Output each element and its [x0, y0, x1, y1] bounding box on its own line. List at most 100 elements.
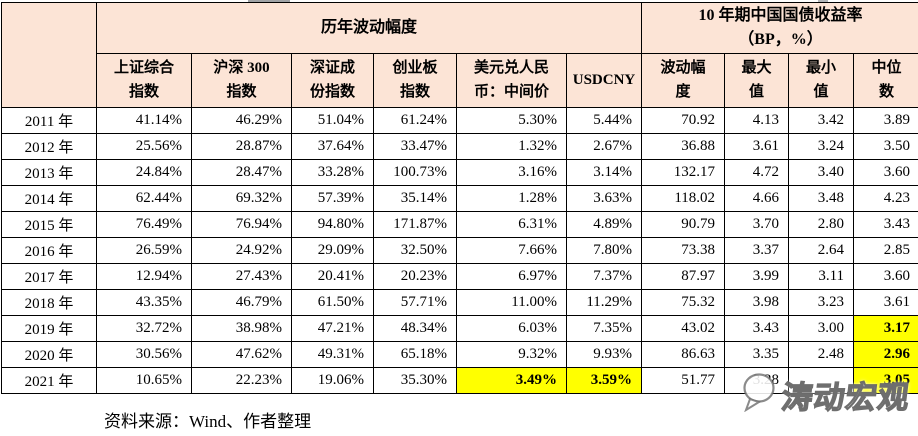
value-cell: 25.56%	[96, 133, 192, 160]
table-row: 2018 年 43.35% 46.79% 61.50% 57.71% 11.00% 11.2…	[1, 289, 918, 316]
value-cell: 7.66%	[456, 237, 567, 264]
value-cell: 2.96	[853, 341, 918, 368]
table-row: 2015 年 76.49% 76.94% 94.80% 171.87% 6.31% 4.89…	[1, 211, 918, 238]
year-cell: 2014 年	[1, 185, 97, 212]
value-cell: 3.35	[724, 341, 790, 368]
value-cell: 57.71%	[373, 289, 457, 316]
value-cell: 11.29%	[565, 289, 643, 316]
value-cell: 7.35%	[565, 315, 643, 342]
value-cell: 33.28%	[291, 159, 374, 186]
value-cell: 3.70	[724, 211, 790, 238]
value-cell: 132.17	[641, 159, 726, 186]
value-cell: 48.34%	[373, 315, 457, 342]
value-cell: 94.80%	[291, 211, 374, 238]
value-cell: 3.99	[724, 263, 790, 290]
value-cell: 11.00%	[456, 289, 567, 316]
year-cell: 2018 年	[1, 289, 97, 316]
value-cell: 20.41%	[291, 263, 374, 290]
value-cell: 6.31%	[456, 211, 567, 238]
value-cell: 27.43%	[191, 263, 292, 290]
value-cell: 33.47%	[373, 133, 457, 160]
col-header-szse-component: 深证成 份指数	[291, 53, 374, 108]
value-cell: 75.32	[641, 289, 726, 316]
value-cell: 46.29%	[191, 107, 292, 134]
table-row: 2021 年 10.65% 22.23% 19.06% 35.30% 3.49% 3.59%…	[1, 367, 918, 394]
value-cell: 3.24	[788, 133, 855, 160]
value-cell: 4.89%	[565, 211, 643, 238]
value-cell: 73.38	[641, 237, 726, 264]
value-cell: 86.63	[641, 341, 726, 368]
year-cell: 2011 年	[1, 107, 97, 134]
value-cell: 3.23	[788, 289, 855, 316]
value-cell: 46.79%	[191, 289, 292, 316]
value-cell: 3.43	[724, 315, 790, 342]
value-cell	[788, 367, 855, 394]
value-cell: 51.77	[641, 367, 726, 394]
value-cell: 3.50	[853, 133, 918, 160]
group-header-annual-volatility: 历年波动幅度	[95, 2, 643, 54]
value-cell: 3.43	[853, 211, 918, 238]
value-cell: 61.50%	[291, 289, 374, 316]
value-cell: 3.49%	[456, 367, 567, 394]
value-cell: 3.42	[788, 107, 855, 134]
table-row: 2011 年 41.14% 46.29% 51.04% 61.24% 5.30% 5.44%…	[1, 107, 918, 134]
value-cell: 6.03%	[456, 315, 567, 342]
col-header-usdcny: USDCNY	[565, 53, 643, 108]
volatility-bond-yield-table: 历年波动幅度 10 年期中国国债收益率 （BP，%） 上证综合 指数 沪深 30…	[1, 2, 918, 394]
value-cell: 2.67%	[565, 133, 643, 160]
value-cell: 4.23	[853, 185, 918, 212]
value-cell: 76.49%	[96, 211, 192, 238]
value-cell: 6.97%	[456, 263, 567, 290]
year-cell: 2012 年	[1, 133, 97, 160]
col-header-yield-min: 最小 值	[788, 53, 855, 108]
year-cell: 2017 年	[1, 263, 97, 290]
value-cell: 61.24%	[373, 107, 457, 134]
table-row: 2020 年 30.56% 47.62% 49.31% 65.18% 9.32% 9.93%…	[1, 341, 918, 368]
value-cell: 87.97	[641, 263, 726, 290]
value-cell: 62.44%	[96, 185, 192, 212]
year-cell: 2020 年	[1, 341, 97, 368]
value-cell: 3.60	[853, 263, 918, 290]
value-cell: 100.73%	[373, 159, 457, 186]
value-cell: 3.17	[853, 315, 918, 342]
table-row: 2017 年 12.94% 27.43% 20.41% 20.23% 6.97% 7.37%…	[1, 263, 918, 290]
table-row: 2016 年 26.59% 24.92% 29.09% 32.50% 7.66% 7.80%…	[1, 237, 918, 264]
value-cell: 3.16%	[456, 159, 567, 186]
value-cell: 9.93%	[565, 341, 643, 368]
value-cell: 38.98%	[191, 315, 292, 342]
value-cell: 35.30%	[373, 367, 457, 394]
col-header-yield-volatility: 波动幅 度	[641, 53, 726, 108]
value-cell: 5.30%	[456, 107, 567, 134]
year-cell: 2021 年	[1, 367, 97, 394]
value-cell: 2.80	[788, 211, 855, 238]
year-cell: 2013 年	[1, 159, 97, 186]
value-cell: 43.35%	[96, 289, 192, 316]
value-cell: 76.94%	[191, 211, 292, 238]
value-cell: 32.72%	[96, 315, 192, 342]
value-cell: 7.37%	[565, 263, 643, 290]
value-cell: 47.62%	[191, 341, 292, 368]
group-header-cgb-yield: 10 年期中国国债收益率 （BP，%）	[641, 2, 918, 54]
value-cell: 4.13	[724, 107, 790, 134]
value-cell: 3.48	[788, 185, 855, 212]
value-cell: 3.59%	[565, 367, 643, 394]
col-header-yield-median: 中位 数	[853, 53, 918, 108]
value-cell: 37.64%	[291, 133, 374, 160]
value-cell: 19.06%	[291, 367, 374, 394]
value-cell: 69.32%	[191, 185, 292, 212]
col-header-yield-max: 最大 值	[724, 53, 790, 108]
value-cell: 3.28	[724, 367, 790, 394]
value-cell: 20.23%	[373, 263, 457, 290]
value-cell: 26.59%	[96, 237, 192, 264]
value-cell: 12.94%	[96, 263, 192, 290]
table-header: 历年波动幅度 10 年期中国国债收益率 （BP，%） 上证综合 指数 沪深 30…	[1, 2, 918, 108]
value-cell: 43.02	[641, 315, 726, 342]
value-cell: 3.11	[788, 263, 855, 290]
value-cell: 9.32%	[456, 341, 567, 368]
value-cell: 70.92	[641, 107, 726, 134]
value-cell: 3.61	[853, 289, 918, 316]
value-cell: 7.80%	[565, 237, 643, 264]
value-cell: 1.28%	[456, 185, 567, 212]
value-cell: 24.92%	[191, 237, 292, 264]
value-cell: 57.39%	[291, 185, 374, 212]
